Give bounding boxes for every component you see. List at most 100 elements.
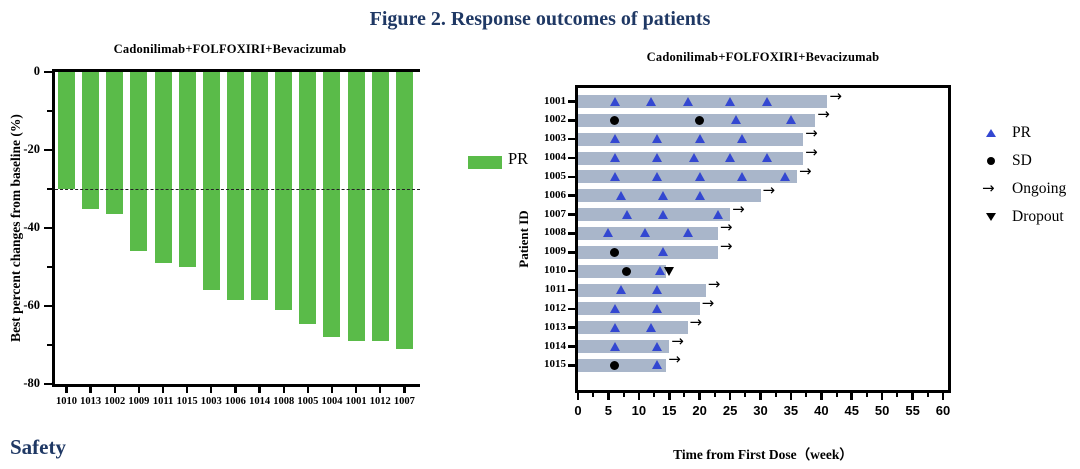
waterfall-bar [178, 72, 196, 267]
ongoing-arrow-icon: → [762, 180, 776, 199]
swimmer-title: Cadonilimab+FOLFOXIRI+Bevacizumab [646, 50, 880, 64]
x-axis-tick [113, 387, 116, 393]
waterfall-bar [275, 72, 293, 310]
x-tick-label: 0 [574, 403, 582, 418]
x-axis-minor-tick [683, 393, 686, 397]
swimmer-bar [578, 208, 731, 222]
patient-axis-tick [568, 251, 575, 254]
pr-marker-icon [682, 228, 693, 238]
waterfall-bar [154, 72, 172, 264]
pr-marker-icon [761, 153, 772, 163]
legend-pr-icon [986, 129, 996, 137]
pr-marker-icon [609, 171, 620, 181]
ongoing-arrow-icon: → [719, 218, 733, 237]
pr-marker-icon [658, 247, 669, 257]
legend-item-label: SD [1012, 152, 1032, 169]
pr-marker-icon [609, 96, 620, 106]
sd-marker-icon [610, 115, 619, 125]
ongoing-arrow-icon: → [817, 105, 830, 124]
x-tick-label: 1001 [345, 396, 367, 407]
x-tick-label: 1004 [321, 396, 343, 407]
patient-id-label: 1010 [544, 264, 566, 277]
x-axis-tick [759, 393, 762, 400]
x-axis-tick [234, 387, 237, 393]
x-axis-minor-tick [865, 393, 868, 397]
pr-marker-icon [688, 153, 699, 163]
x-axis-tick [698, 393, 701, 400]
swimmer-bar [578, 245, 718, 259]
x-tick-label: 50 [874, 403, 890, 418]
y-axis-minor-tick [47, 188, 52, 190]
x-axis-minor-tick [622, 393, 625, 397]
swimmer-bar [578, 264, 667, 278]
x-axis-tick [354, 387, 358, 393]
waterfall-legend-label: PR [508, 149, 529, 168]
y-tick-label: -40 [23, 220, 40, 234]
pr-marker-icon [615, 285, 626, 294]
x-axis-tick [258, 387, 261, 393]
patient-id-label: 1003 [544, 132, 566, 145]
waterfall-bar [347, 72, 365, 342]
x-axis-tick [637, 393, 641, 400]
pr-marker-icon [609, 341, 620, 351]
sd-marker-icon [622, 266, 632, 276]
patient-id-label: 1015 [544, 358, 566, 371]
patient-id-label: 1004 [544, 151, 566, 164]
ongoing-arrow-icon: → [829, 86, 842, 105]
x-tick-label: 1015 [176, 396, 198, 407]
legend-dropout-icon [986, 213, 996, 221]
x-tick-label: 1003 [200, 396, 222, 407]
x-tick-label: 1012 [369, 396, 391, 407]
x-axis-tick [789, 393, 793, 400]
swimmer-x-axis-label: Time from First Dose（week） [673, 447, 853, 462]
swimmer-bar [578, 340, 670, 354]
x-axis-tick [850, 393, 854, 400]
pr-marker-icon [609, 303, 620, 313]
pr-marker-icon [652, 285, 663, 294]
pr-marker-icon [761, 96, 772, 106]
x-tick-label: 60 [935, 403, 951, 418]
waterfall-bar [299, 72, 317, 324]
legend-item-label: PR [1012, 124, 1031, 141]
x-axis-minor-tick [805, 393, 808, 397]
patient-axis-tick [568, 345, 575, 348]
patient-axis-tick [568, 137, 575, 141]
pr-marker-icon [712, 209, 723, 219]
swimmer-bar [578, 283, 706, 297]
patient-id-label: 1001 [544, 94, 566, 107]
pr-marker-icon [646, 322, 656, 332]
y-axis-minor-tick [47, 110, 52, 112]
x-axis-tick [379, 387, 382, 393]
patient-id-label: 1009 [544, 245, 566, 258]
x-axis-tick [941, 393, 945, 400]
legend-item-label: Ongoing [1012, 180, 1067, 197]
x-axis-minor-tick [926, 393, 929, 397]
x-axis-minor-tick [896, 393, 899, 397]
ongoing-arrow-icon: → [671, 331, 684, 350]
x-tick-label: 25 [722, 403, 738, 418]
pr-marker-icon [652, 171, 663, 181]
x-axis-tick [65, 387, 68, 393]
pr-marker-icon [652, 360, 663, 370]
x-axis-minor-tick [774, 393, 777, 397]
waterfall-bar [395, 72, 413, 349]
pr-marker-icon [603, 228, 614, 238]
x-tick-label: 1002 [104, 396, 126, 407]
waterfall-bar [226, 72, 244, 301]
reference-line [55, 189, 420, 190]
y-axis-tick [44, 304, 52, 308]
patient-id-label: 1014 [544, 339, 566, 352]
pr-marker-icon [609, 134, 620, 144]
x-axis-tick [89, 387, 92, 393]
x-axis-tick [728, 393, 732, 400]
x-tick-label: 1010 [56, 396, 77, 407]
patient-id-label: 1013 [544, 320, 566, 333]
x-axis-tick [820, 393, 823, 400]
pr-marker-icon [621, 209, 632, 219]
ongoing-arrow-icon: → [689, 312, 703, 331]
y-tick-label: -20 [23, 142, 40, 156]
waterfall-title: Cadonilimab+FOLFOXIRI+Bevacizumab [113, 42, 347, 56]
waterfall-bar [106, 72, 124, 215]
x-axis-minor-tick [592, 393, 595, 397]
